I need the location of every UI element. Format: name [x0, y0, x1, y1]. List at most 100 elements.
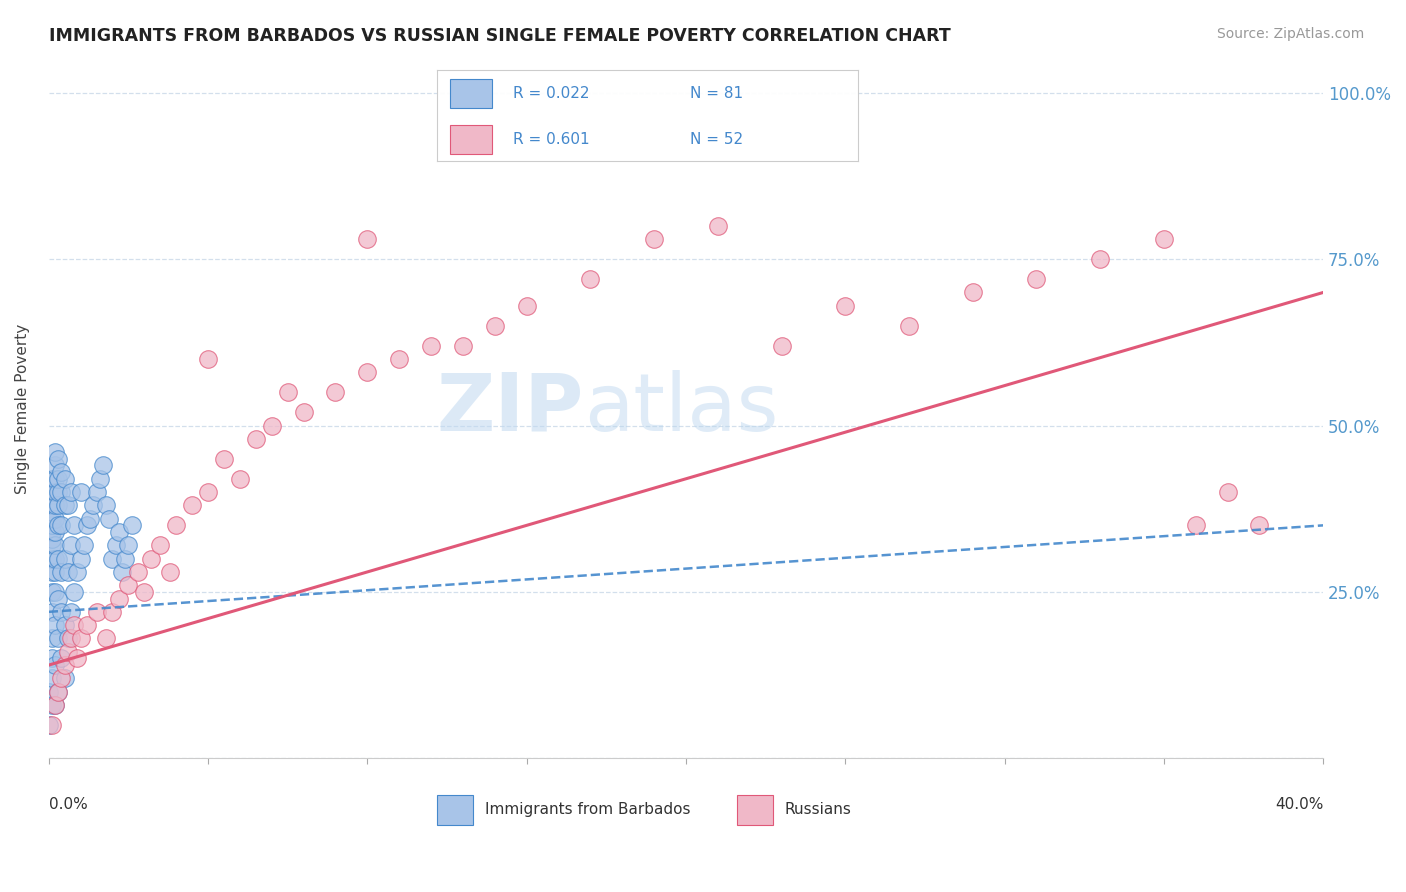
Point [114, 551, 136, 566]
Point [91, 458, 114, 473]
Point [63, 585, 86, 599]
Point [66, 565, 89, 579]
Point [897, 318, 920, 333]
Point [60, 485, 83, 500]
Point [292, 405, 315, 419]
Point [98, 512, 121, 526]
Point [46, 684, 69, 698]
Point [53, 658, 76, 673]
Point [451, 339, 474, 353]
Point [770, 339, 793, 353]
Point [101, 551, 124, 566]
Point [51, 605, 73, 619]
Point [181, 499, 204, 513]
Point [197, 351, 219, 366]
Point [44, 585, 66, 599]
Point [46, 499, 69, 513]
Point [41, 499, 63, 513]
Point [159, 565, 181, 579]
Point [41, 472, 63, 486]
Point [41, 532, 63, 546]
Point [46, 518, 69, 533]
Point [94, 632, 117, 646]
FancyBboxPatch shape [737, 796, 773, 824]
Point [46, 451, 69, 466]
Point [89, 472, 111, 486]
Point [1184, 518, 1206, 533]
Point [108, 524, 131, 539]
Point [46, 591, 69, 606]
Point [44, 512, 66, 526]
Point [66, 651, 89, 665]
Point [60, 605, 83, 619]
Point [197, 485, 219, 500]
Point [69, 632, 91, 646]
Point [41, 512, 63, 526]
Point [41, 485, 63, 500]
Point [127, 565, 149, 579]
Point [41, 651, 63, 665]
Point [260, 418, 283, 433]
Point [69, 551, 91, 566]
Point [41, 632, 63, 646]
Point [139, 551, 162, 566]
Point [51, 485, 73, 500]
Point [44, 698, 66, 712]
Text: Source: ZipAtlas.com: Source: ZipAtlas.com [1216, 27, 1364, 41]
Point [41, 524, 63, 539]
Point [962, 285, 984, 300]
Point [41, 718, 63, 732]
Point [117, 538, 139, 552]
Point [76, 618, 98, 632]
Point [117, 578, 139, 592]
Point [56, 632, 79, 646]
Point [356, 232, 378, 246]
Point [53, 672, 76, 686]
Point [44, 551, 66, 566]
Point [516, 299, 538, 313]
Text: Immigrants from Barbados: Immigrants from Barbados [485, 803, 690, 817]
Point [51, 518, 73, 533]
Point [76, 518, 98, 533]
Point [643, 232, 665, 246]
Point [44, 445, 66, 459]
Point [1216, 485, 1239, 500]
Point [56, 565, 79, 579]
Point [579, 272, 602, 286]
Point [41, 505, 63, 519]
Point [79, 512, 101, 526]
Point [73, 538, 96, 552]
Point [53, 618, 76, 632]
Point [46, 551, 69, 566]
Point [56, 645, 79, 659]
Point [277, 385, 299, 400]
Y-axis label: Single Female Poverty: Single Female Poverty [15, 324, 30, 494]
Point [707, 219, 730, 233]
Point [388, 351, 411, 366]
Point [44, 698, 66, 712]
Point [44, 458, 66, 473]
Point [41, 585, 63, 599]
Point [53, 551, 76, 566]
Point [1088, 252, 1111, 267]
Point [121, 518, 143, 533]
Point [38, 684, 60, 698]
Point [104, 538, 127, 552]
Point [94, 499, 117, 513]
Point [86, 605, 108, 619]
Point [69, 485, 91, 500]
Text: IMMIGRANTS FROM BARBADOS VS RUSSIAN SINGLE FEMALE POVERTY CORRELATION CHART: IMMIGRANTS FROM BARBADOS VS RUSSIAN SING… [49, 27, 950, 45]
Text: Russians: Russians [785, 803, 851, 817]
Point [41, 698, 63, 712]
Point [356, 365, 378, 379]
Point [51, 465, 73, 479]
Point [111, 565, 134, 579]
Point [325, 385, 347, 400]
Point [44, 485, 66, 500]
Point [44, 618, 66, 632]
Point [41, 565, 63, 579]
Point [834, 299, 856, 313]
Point [101, 605, 124, 619]
Point [1249, 518, 1271, 533]
Point [420, 339, 443, 353]
